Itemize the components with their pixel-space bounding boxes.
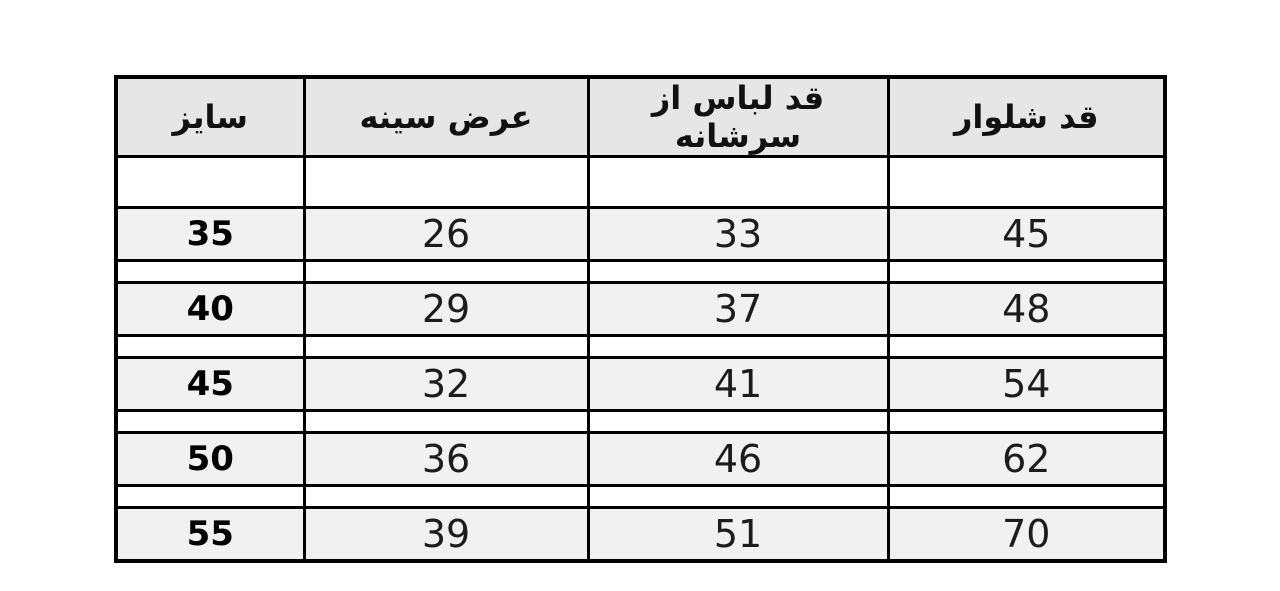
column-header-pants-length: قد شلوار — [886, 75, 1167, 158]
empty-cell — [886, 484, 1167, 509]
chest-width-cell: 29 — [302, 281, 590, 337]
column-header-garment-length-from-shoulder: قد لباس از سرشانه — [586, 75, 890, 158]
empty-cell — [302, 259, 590, 284]
table-row-size-55: 55 39 51 70 — [114, 506, 1167, 563]
column-header-chest-width: عرض سینه — [302, 75, 590, 158]
table-row-size-35: 35 26 33 45 — [114, 206, 1167, 262]
empty-cell — [886, 155, 1167, 209]
chest-width-cell: 36 — [302, 431, 590, 487]
size-cell: 55 — [114, 506, 306, 563]
table-row-size-50: 50 36 46 62 — [114, 431, 1167, 487]
chest-width-cell: 32 — [302, 356, 590, 412]
garment-length-cell: 46 — [586, 431, 890, 487]
garment-length-cell: 51 — [586, 506, 890, 563]
empty-row — [114, 155, 1167, 209]
empty-cell — [302, 409, 590, 434]
pants-length-cell: 48 — [886, 281, 1167, 337]
pants-length-cell: 54 — [886, 356, 1167, 412]
empty-cell — [586, 484, 890, 509]
empty-cell — [886, 409, 1167, 434]
table-row-size-45: 45 32 41 54 — [114, 356, 1167, 412]
chest-width-cell: 26 — [302, 206, 590, 262]
pants-length-cell: 70 — [886, 506, 1167, 563]
pants-length-cell: 62 — [886, 431, 1167, 487]
empty-cell — [302, 334, 590, 359]
size-cell: 50 — [114, 431, 306, 487]
garment-length-cell: 33 — [586, 206, 890, 262]
pants-length-cell: 45 — [886, 206, 1167, 262]
empty-cell — [886, 259, 1167, 284]
empty-cell — [586, 259, 890, 284]
column-header-size: سایز — [114, 75, 306, 158]
size-cell: 40 — [114, 281, 306, 337]
empty-cell — [586, 155, 890, 209]
empty-cell — [302, 155, 590, 209]
empty-cell — [586, 334, 890, 359]
empty-cell — [302, 484, 590, 509]
size-chart-table: سایز عرض سینه قد لباس از سرشانه قد شلوار… — [114, 75, 1167, 563]
spacer-row — [114, 409, 1167, 434]
empty-cell — [114, 155, 306, 209]
garment-length-cell: 41 — [586, 356, 890, 412]
spacer-row — [114, 484, 1167, 509]
empty-cell — [886, 334, 1167, 359]
spacer-row — [114, 334, 1167, 359]
size-cell: 45 — [114, 356, 306, 412]
garment-length-cell: 37 — [586, 281, 890, 337]
size-cell: 35 — [114, 206, 306, 262]
empty-cell — [114, 484, 306, 509]
empty-cell — [114, 409, 306, 434]
chest-width-cell: 39 — [302, 506, 590, 563]
header-row: سایز عرض سینه قد لباس از سرشانه قد شلوار — [114, 75, 1167, 158]
spacer-row — [114, 259, 1167, 284]
empty-cell — [114, 259, 306, 284]
empty-cell — [114, 334, 306, 359]
table-row-size-40: 40 29 37 48 — [114, 281, 1167, 337]
empty-cell — [586, 409, 890, 434]
